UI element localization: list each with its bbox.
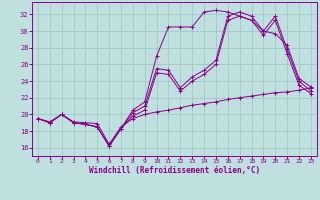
X-axis label: Windchill (Refroidissement éolien,°C): Windchill (Refroidissement éolien,°C) xyxy=(89,166,260,175)
